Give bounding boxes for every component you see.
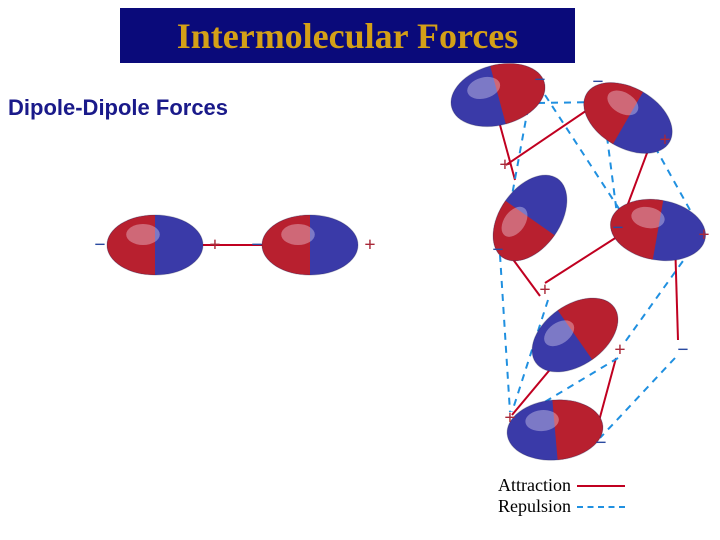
- dipole-molecule: [571, 68, 684, 168]
- charge-minus: −: [677, 340, 688, 360]
- charge-plus: +: [659, 130, 670, 150]
- charge-plus: +: [499, 155, 510, 175]
- legend-line: [577, 506, 625, 508]
- charge-plus: +: [539, 280, 550, 300]
- charge-plus: +: [614, 340, 625, 360]
- charge-minus: −: [534, 70, 545, 90]
- charge-minus: −: [592, 72, 603, 92]
- dipole-molecule: [262, 215, 358, 275]
- diagram-svg: [0, 0, 720, 540]
- repulsion-line: [500, 255, 510, 412]
- charge-minus: −: [612, 218, 623, 238]
- charge-minus: −: [492, 240, 503, 260]
- attraction-line: [545, 235, 620, 283]
- legend-line: [577, 485, 625, 487]
- charge-plus: +: [698, 225, 709, 245]
- charge-plus: +: [209, 235, 220, 255]
- legend-row: Attraction: [498, 475, 625, 496]
- charge-plus: +: [504, 408, 515, 428]
- dipole-molecule: [518, 283, 631, 387]
- legend-label: Attraction: [498, 475, 571, 496]
- charge-minus: −: [595, 433, 606, 453]
- dipole-molecule: [444, 54, 552, 137]
- charge-minus: −: [251, 235, 262, 255]
- dipole-molecule: [107, 215, 203, 275]
- repulsion-line: [600, 358, 675, 438]
- attraction-line: [512, 258, 540, 296]
- charge-plus: +: [364, 235, 375, 255]
- legend-label: Repulsion: [498, 496, 571, 517]
- legend-row: Repulsion: [498, 496, 625, 517]
- charge-minus: −: [94, 235, 105, 255]
- legend: AttractionRepulsion: [498, 475, 625, 517]
